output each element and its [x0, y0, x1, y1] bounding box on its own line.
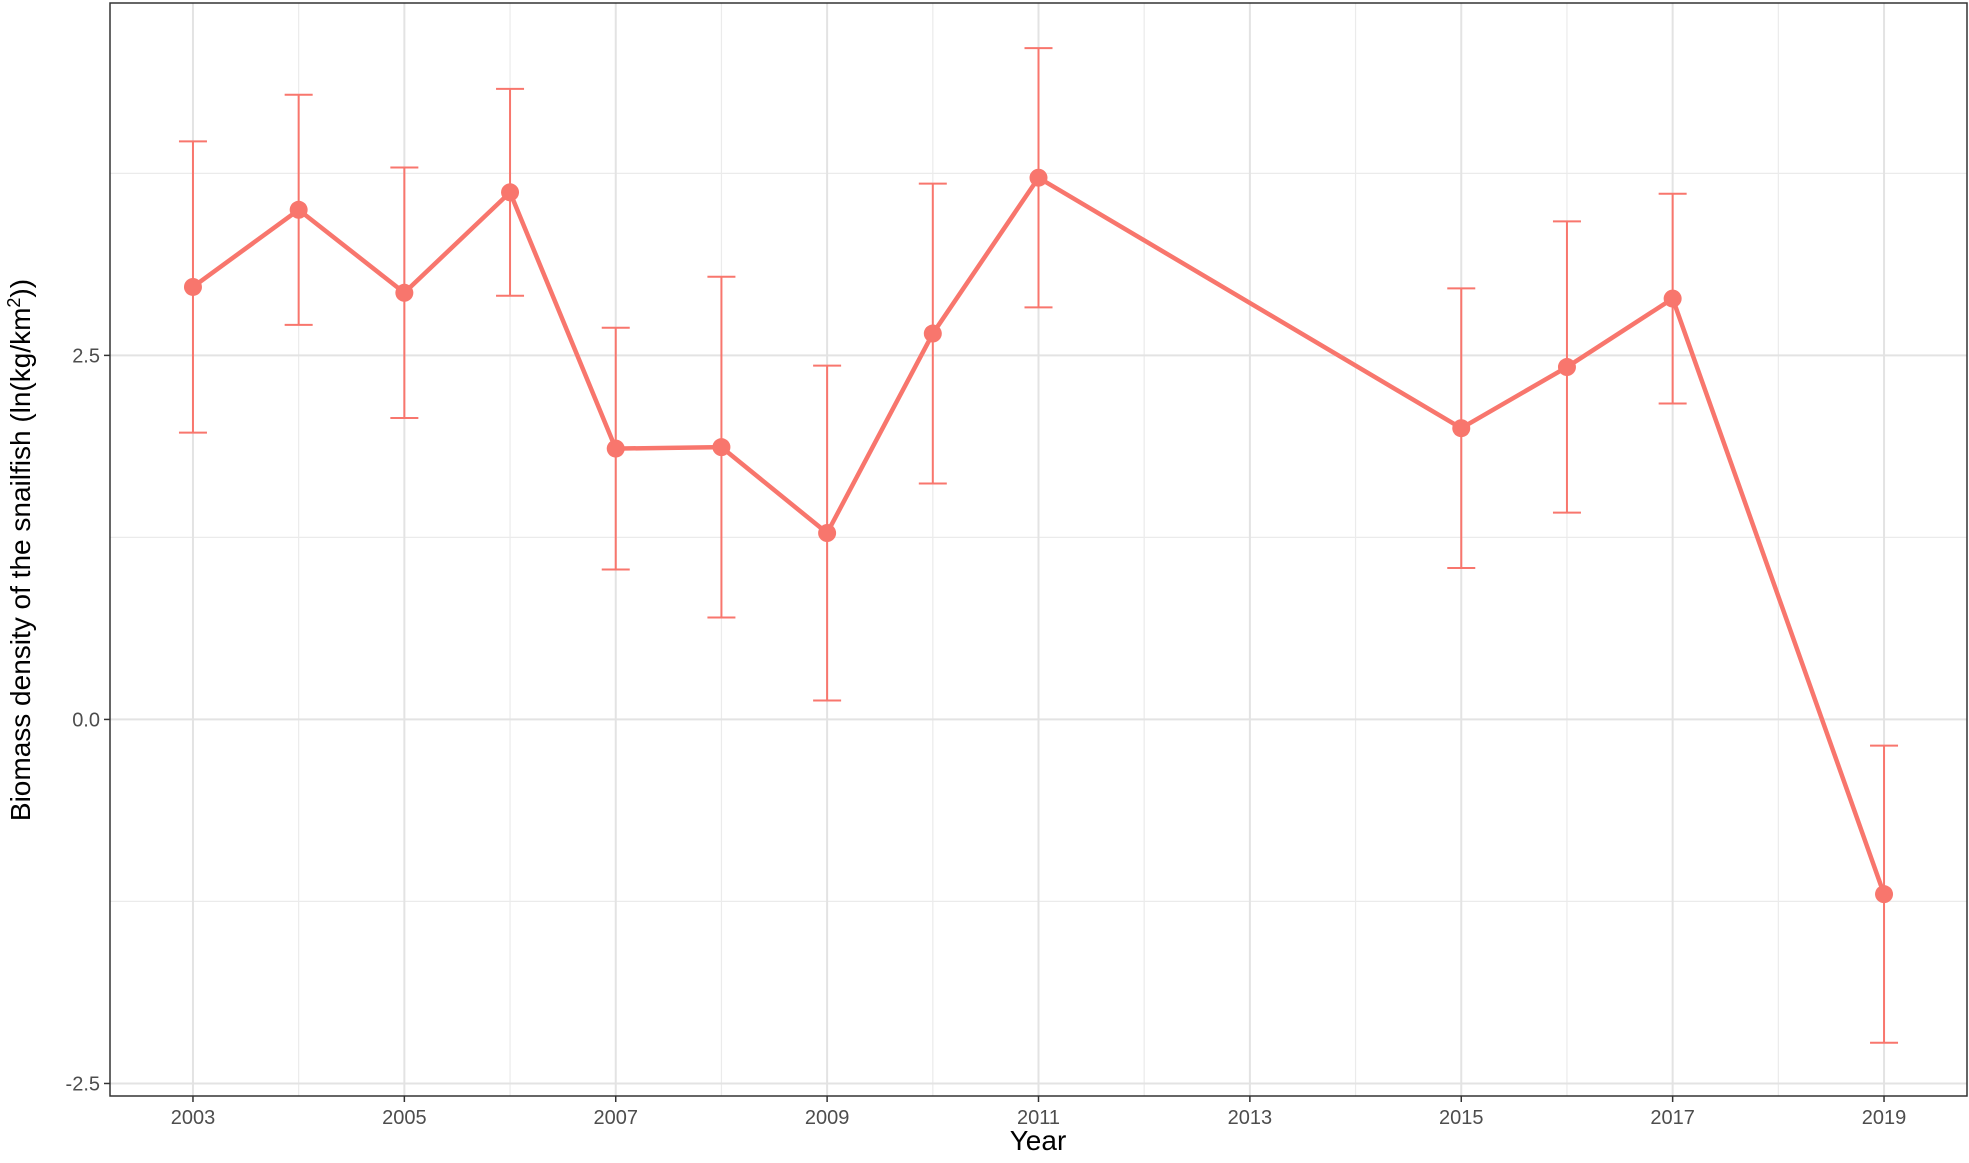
point — [501, 183, 520, 202]
point — [923, 324, 942, 343]
y-tick-label: 2.5 — [72, 345, 100, 367]
point — [289, 200, 308, 219]
y-axis-title-end: )) — [5, 279, 36, 298]
y-axis-title-main: Biomass density of the snailfish (ln(kg/… — [5, 308, 36, 822]
point — [1875, 885, 1894, 904]
y-axis-title: Biomass density of the snailfish (ln(kg/… — [4, 279, 36, 821]
point — [1663, 289, 1682, 308]
point — [183, 277, 202, 296]
x-tick-label: 2015 — [1439, 1107, 1484, 1129]
x-axis-title: Year — [1010, 1125, 1067, 1156]
x-tick-label: 2005 — [382, 1107, 427, 1129]
x-tick-label: 2011 — [1017, 1107, 1060, 1129]
x-tick-label: 2003 — [171, 1107, 216, 1129]
point — [1029, 168, 1048, 187]
y-axis-title-sup: 2 — [4, 298, 24, 308]
x-tick-label: 2017 — [1650, 1107, 1695, 1129]
point — [818, 524, 837, 543]
point — [606, 439, 625, 458]
point — [1557, 358, 1576, 377]
point — [395, 283, 414, 302]
point — [1452, 419, 1471, 438]
panel-border — [109, 2, 1968, 1097]
y-tick-label: -2.5 — [66, 1073, 100, 1095]
point — [712, 438, 731, 457]
x-tick-label: 2019 — [1862, 1107, 1907, 1129]
x-tick-label: 2009 — [805, 1107, 850, 1129]
y-tick-label: 0.0 — [72, 709, 100, 731]
x-tick-label: 2007 — [593, 1107, 638, 1129]
x-tick-label: 2013 — [1228, 1107, 1273, 1129]
